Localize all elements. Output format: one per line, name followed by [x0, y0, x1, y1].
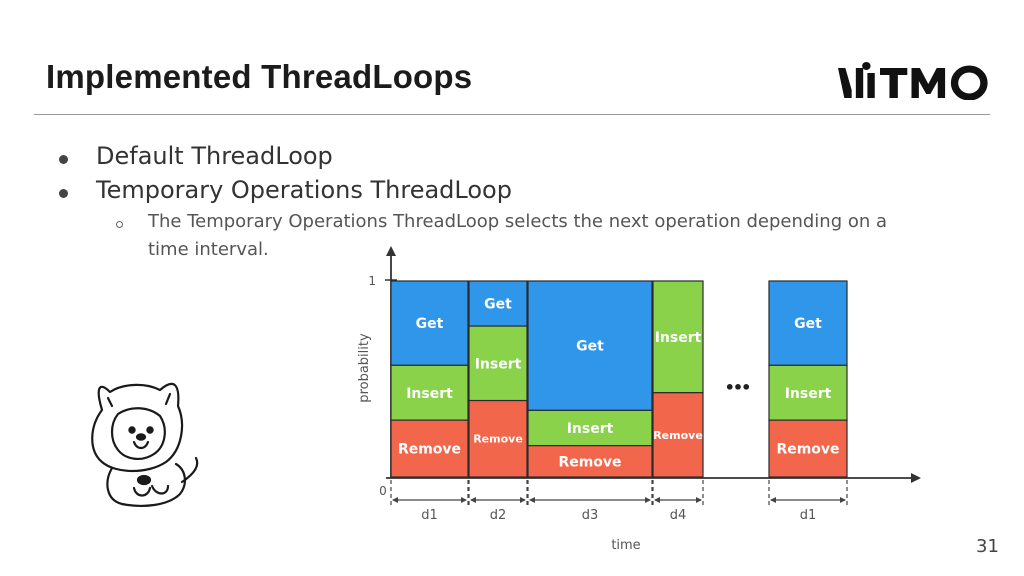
y-zero-label: 0	[379, 484, 387, 498]
segment-3-duration-label: d3	[582, 508, 599, 523]
segment-4-insert-block	[652, 280, 704, 394]
segment-1-get-block	[390, 280, 469, 366]
segment-4-duration-label: d4	[670, 508, 687, 523]
segment-1-remove-block	[390, 419, 469, 478]
bullet-temporary-threadloop: Temporary Operations ThreadLoop	[96, 176, 512, 204]
slide-title: Implemented ThreadLoops	[46, 58, 473, 95]
segment-2-remove-label: Remove	[473, 433, 523, 446]
segment-1-arrow-left-icon	[392, 497, 398, 503]
y-axis-label: probability	[357, 333, 372, 403]
dog-mascot-icon	[91, 382, 199, 507]
segment-2-insert-label: Insert	[475, 356, 522, 372]
segment-2-arrow-right-icon	[520, 497, 526, 503]
x-axis-label: time	[611, 538, 640, 553]
segments-group: Get Insert Remove Get Insert Remove Get Insert R…	[390, 280, 848, 478]
bullet-default-threadloop: Default ThreadLoop	[96, 142, 333, 170]
segment-3-remove-block	[527, 445, 653, 478]
segment-5-get-label: Get	[794, 316, 822, 332]
ellipsis-label: •••	[725, 378, 750, 397]
y-tick-label-1: 1	[368, 274, 376, 288]
itmo-logo	[838, 60, 996, 111]
segment-5-remove-label: Remove	[776, 442, 839, 458]
segment-5-insert-label: Insert	[785, 386, 832, 402]
segment-5-get-block	[768, 280, 848, 366]
segment-1-remove-label: Remove	[398, 442, 461, 458]
y-axis-arrow-icon	[386, 246, 396, 256]
segment-4-remove-label: Remove	[653, 429, 703, 442]
segment-1-arrow-right-icon	[461, 497, 467, 503]
duration-dimensions-group: d1 d2 d3 d4 d1	[390, 480, 848, 523]
segment-2-remove-block	[468, 399, 528, 478]
x-axis-arrow-icon	[911, 473, 921, 483]
segment-5-insert-block	[768, 364, 848, 421]
segment-4-remove-block	[652, 392, 704, 478]
segment-2-get-label: Get	[484, 297, 512, 313]
itmo-logo-icon	[838, 62, 988, 101]
segment-3-insert-label: Insert	[567, 421, 614, 437]
segment-5-remove-block	[768, 419, 848, 478]
page-number: 31	[976, 536, 999, 557]
segment-3-arrow-right-icon	[645, 497, 651, 503]
segment-3-get-block	[527, 280, 653, 411]
segment-4-arrow-right-icon	[696, 497, 702, 503]
bullet-dot	[59, 155, 68, 164]
segment-3-insert-block	[527, 409, 653, 447]
segment-2-arrow-left-icon	[470, 497, 476, 503]
segment-1-insert-label: Insert	[406, 386, 453, 402]
segment-5-arrow-left-icon	[770, 497, 776, 503]
segment-1-insert-block	[390, 364, 469, 421]
segment-2-get-block	[468, 280, 528, 327]
header-divider	[34, 114, 990, 115]
segment-5-arrow-right-icon	[840, 497, 846, 503]
segment-1-get-label: Get	[416, 316, 444, 332]
segment-3-get-label: Get	[576, 339, 604, 355]
segment-4-insert-label: Insert	[655, 330, 702, 346]
segment-4-arrow-left-icon	[654, 497, 660, 503]
segment-1-duration-label: d1	[421, 508, 438, 523]
segment-2-insert-block	[468, 325, 528, 402]
bullet-dot	[59, 189, 68, 198]
segment-2-duration-label: d2	[490, 508, 507, 523]
segment-5-duration-label: d1	[800, 508, 817, 523]
segment-3-remove-label: Remove	[558, 454, 621, 470]
sub-bullet-circle	[116, 221, 123, 228]
segment-3-arrow-left-icon	[529, 497, 535, 503]
sub-bullet-line-1: The Temporary Operations ThreadLoop sele…	[148, 211, 888, 232]
sub-bullet-line-2: time interval.	[148, 239, 269, 260]
